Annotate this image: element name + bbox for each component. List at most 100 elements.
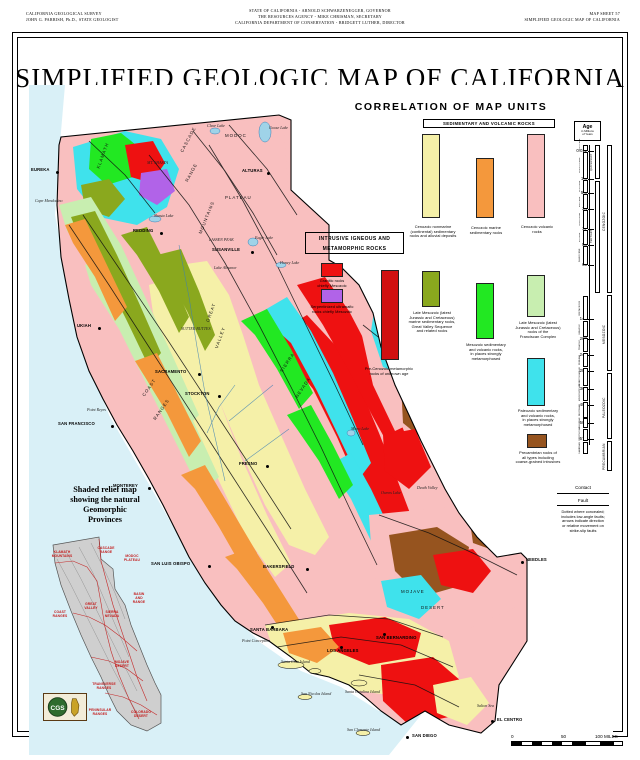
city-label: ALTURAS — [242, 168, 263, 173]
age-tick-line — [588, 179, 594, 180]
age-tick-line — [588, 389, 594, 390]
feature-label: LASSEN PEAK — [209, 237, 234, 242]
feature-label: Santa Catalina Island — [345, 689, 381, 694]
scale-label-zero: 0 — [511, 734, 514, 739]
region-label: MOJAVE — [401, 589, 425, 594]
age-axis-line — [589, 145, 590, 445]
age-column-header: Age in Millions of Years — [574, 121, 601, 141]
city-dot — [490, 719, 494, 723]
city-dot — [305, 567, 309, 571]
province-label: KLAMATH MOUNTAINS — [51, 550, 73, 558]
era-label-paleozoic: PALEOZOIC — [602, 397, 606, 419]
city-label: EUREKA — [31, 167, 50, 172]
sedimentary-volcanic-header: SEDIMENTARY AND VOLCANIC ROCKS — [423, 119, 555, 128]
fault-label: Fault — [577, 497, 589, 503]
agency-name: CALIFORNIA GEOLOGICAL SURVEY — [26, 11, 102, 16]
legend-swatch-precz-metamorphic[interactable] — [381, 270, 399, 360]
city-label: SANTA BARBARA — [250, 627, 289, 632]
intrusive-igneous-header: INTRUSIVE IGNEOUS AND METAMORPHIC ROCKS — [305, 232, 404, 254]
city-label: SAN DIEGO — [412, 733, 437, 738]
period-bar — [583, 387, 588, 401]
map-frame: SIMPLIFIED GEOLOGIC MAP OF CALIFORNIA — [12, 32, 628, 755]
lakes — [148, 121, 356, 437]
legend-swatch-granitic[interactable] — [321, 263, 343, 277]
region-label: DESERT — [421, 605, 445, 610]
period-label: TRIASSIC — [579, 339, 581, 351]
period-bar — [583, 152, 588, 179]
legend-swatch-cz-nonmarine[interactable] — [422, 134, 440, 218]
region-label: MODOC — [225, 133, 247, 138]
period-bar — [583, 145, 588, 151]
feature-label: Santa Cruz Island — [281, 659, 310, 664]
period-label: PALEOCENE — [579, 248, 581, 263]
legend-swatch-late-mz-gvs[interactable] — [422, 271, 440, 307]
california-geologic-map[interactable]: EUREKA REDDING ALTURAS SUSANVILLE UKIAH SACRA… — [29, 85, 613, 755]
contact-line-symbol — [557, 492, 609, 494]
period-label: MISSISSIPPIAN — [579, 384, 581, 401]
age-tick-line — [588, 405, 594, 406]
period-bar — [583, 368, 588, 386]
age-tick-line — [588, 371, 594, 372]
city-label: NEEDLES — [526, 557, 547, 562]
map-sheet-title: SIMPLIFIED GEOLOGIC MAP OF CALIFORNIA — [524, 17, 620, 23]
legend-label-mz-sed-volc: Mesozoic sedimentary and volcanic rocks, i… — [466, 342, 506, 361]
agency-header: CALIFORNIA GEOLOGICAL SURVEY JOHN G. PAR… — [0, 0, 640, 34]
province-label: BASIN AND RANGE — [132, 592, 146, 604]
city-dot — [147, 486, 151, 490]
legend-label-precz-metamorphic: Pre-Cenozoic metamorphic rocks of unknown… — [364, 366, 414, 376]
period-bar — [583, 429, 588, 441]
age-tick-line — [588, 355, 594, 356]
relief-inset-title: Shaded relief map showing the natural Geom… — [70, 485, 140, 524]
era-bar-paleozoic — [607, 373, 612, 439]
legend-label-precambrian: Precambrian rocks of all types including c… — [515, 450, 561, 465]
map-svg — [29, 85, 613, 755]
legend-swatch-precambrian[interactable] — [527, 434, 547, 448]
age-tick-line — [588, 423, 594, 424]
age-header-title: Age — [582, 123, 593, 130]
legend-swatch-cz-volcanic[interactable] — [527, 134, 545, 218]
legend-swatch-mz-sed-volc[interactable] — [476, 283, 494, 339]
period-label: HOLOCENE — [579, 138, 581, 151]
period-label: OLIGOCENE — [579, 212, 581, 227]
legend-swatch-paleozoic[interactable] — [527, 358, 545, 406]
period-bar-quaternary — [595, 145, 600, 179]
intrusive-header-line2: METAMORPHIC ROCKS — [322, 246, 387, 252]
director-line: CALIFORNIA DEPARTMENT OF CONSERVATION - … — [235, 20, 405, 26]
city-dot — [265, 464, 269, 468]
city-label: EL CENTRO — [497, 717, 523, 722]
symbol-legend: Contact Fault Dotted where concealed; inc… — [533, 485, 633, 534]
age-tick-line — [588, 265, 594, 266]
city-label: SAN FRANCISCO — [58, 421, 95, 426]
city-dot — [266, 171, 270, 175]
period-label-quaternary: QUATERNARY — [590, 153, 593, 171]
state-geologist: JOHN G. PARRISH, Ph.D., STATE GEOLOGIST — [26, 17, 119, 23]
age-tick-line — [588, 439, 594, 440]
legend-label-paleozoic: Paleozoic sedimentary and volcanic rocks,… — [517, 408, 559, 427]
period-bar — [583, 353, 588, 367]
feature-label: Owens Lake — [381, 490, 401, 495]
era-label-cenozoic: CENOZOIC — [602, 211, 606, 231]
legend-label-late-mz-gvs: Late Mesozoic (latest Jurassic and Cretac… — [408, 310, 456, 334]
age-header-sub1: in Millions — [581, 128, 594, 133]
state-outline — [56, 114, 528, 734]
age-tick-line — [588, 319, 594, 320]
period-bar — [583, 230, 588, 245]
legend-swatch-franciscan[interactable] — [527, 275, 545, 317]
era-bar-cenozoic — [607, 145, 612, 293]
period-bar — [583, 338, 588, 352]
era-label-mesozoic: MESOZOIC — [602, 324, 606, 344]
legend-swatch-serpentinized[interactable] — [321, 289, 343, 303]
city-dot — [270, 625, 274, 629]
channel-islands — [277, 661, 371, 736]
cgs-logo-svg: CGS — [47, 697, 80, 717]
period-bar — [583, 180, 588, 193]
era-bar-mesozoic — [607, 295, 612, 371]
svg-text:CGS: CGS — [51, 705, 66, 712]
agency-right-block: MAP SHEET 57 SIMPLIFIED GEOLOGIC MAP OF … — [524, 11, 620, 23]
secretary-line: THE RESOURCES AGENCY - MIKE CHRISMAN, SE… — [258, 14, 382, 20]
city-dot — [197, 372, 201, 376]
legend-swatch-cz-marine[interactable] — [476, 158, 494, 218]
relief-inset-map[interactable]: KLAMATH MOUNTAINS CASCADE RANGE MODOC PLATEAU… — [43, 533, 173, 738]
period-bar — [583, 442, 588, 454]
city-dot — [217, 394, 221, 398]
